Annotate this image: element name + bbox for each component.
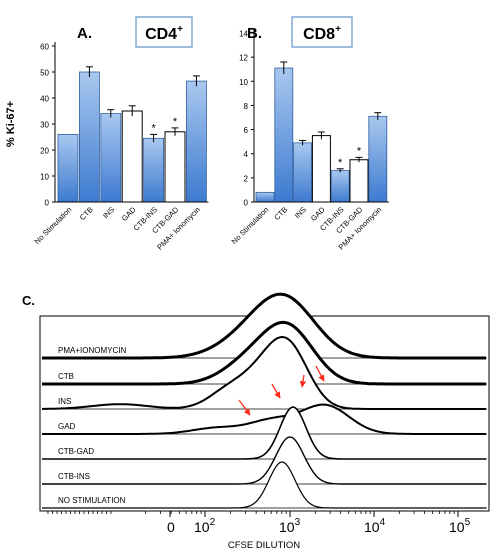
y-tick-label: 4 — [244, 150, 249, 159]
bar — [349, 159, 369, 203]
bar — [143, 137, 165, 203]
y-tick-label: 10 — [239, 78, 248, 87]
bar — [330, 170, 350, 203]
y-tick-label: 30 — [40, 121, 49, 130]
histogram-fill — [42, 461, 487, 509]
panel-a-cd4-chart: A. CD4+ % Ki-67+ 0 10 20 30 40 50 60 No Stimula… — [5, 16, 209, 252]
bar — [185, 80, 207, 203]
category-label: No Stimulation — [230, 205, 271, 246]
significance-marker: * — [151, 122, 156, 134]
category-label: No Stimulation — [33, 205, 74, 246]
red-arrow-annotation — [315, 365, 325, 382]
histogram-series-label: CTB-GAD — [58, 447, 94, 456]
histogram-series-label: PMA+IONOMYCIN — [58, 346, 126, 355]
bar — [311, 135, 331, 203]
x-tick-label: 0 — [167, 519, 175, 535]
panel-a-label: A. — [77, 25, 92, 42]
bar — [368, 115, 388, 203]
histogram-fill — [42, 337, 487, 410]
y-tick-label: 50 — [40, 69, 49, 78]
y-tick-label: 14 — [239, 30, 248, 39]
significance-marker: * — [338, 157, 343, 169]
y-tick-label: 10 — [40, 173, 49, 182]
y-tick-label: 8 — [244, 102, 249, 111]
x-tick-label: 102 — [194, 517, 216, 535]
panel-b-title: CD8+ — [303, 24, 341, 43]
bar — [274, 67, 294, 203]
panel-a-y-axis-label: % Ki-67+ — [5, 101, 17, 147]
category-label: INS — [293, 205, 308, 220]
bar — [255, 191, 275, 203]
panel-c-histogram: C. CFSE DILUTION PMA+IONOMYCIN CTB INS GAD C… — [22, 292, 490, 551]
y-tick-label: 0 — [244, 199, 249, 208]
histogram-fill — [42, 294, 487, 359]
red-arrow-annotation — [299, 374, 307, 388]
panel-c-x-axis-label: CFSE DILUTION — [228, 540, 300, 551]
significance-marker: * — [173, 116, 178, 128]
x-tick-label: 105 — [449, 517, 471, 535]
y-tick-label: 2 — [244, 174, 249, 183]
bar — [121, 110, 143, 203]
histogram-series-label: CTB — [58, 372, 74, 381]
y-tick-label: 6 — [244, 126, 249, 135]
significance-marker: * — [357, 145, 362, 157]
red-arrow-annotation — [271, 383, 281, 399]
bar — [57, 133, 79, 203]
histogram-series-label: GAD — [58, 422, 76, 431]
histogram-series-label: NO STIMULATION — [58, 496, 126, 505]
panel-a-title-box — [135, 16, 193, 48]
panel-a-title: CD4+ — [145, 24, 183, 43]
bar — [164, 131, 186, 203]
red-arrow-annotation — [238, 399, 251, 416]
bar — [79, 71, 100, 203]
y-tick-label: 40 — [40, 95, 49, 104]
y-tick-label: 0 — [45, 199, 50, 208]
x-tick-label: 103 — [279, 517, 301, 535]
bar — [293, 142, 313, 203]
y-tick-label: 60 — [40, 43, 49, 52]
category-label: GAD — [120, 205, 138, 223]
histogram-series-label: INS — [58, 397, 71, 406]
x-tick-label: 104 — [364, 517, 386, 535]
panel-c-label: C. — [22, 293, 35, 308]
category-label: CTB — [272, 205, 289, 222]
y-tick-label: 12 — [239, 54, 248, 63]
bar — [100, 113, 122, 203]
panel-b-title-box — [291, 16, 353, 48]
category-label: INS — [101, 205, 116, 220]
category-label: CTB — [78, 205, 95, 222]
y-tick-label: 20 — [40, 147, 49, 156]
histogram-series-label: CTB-INS — [58, 472, 90, 481]
